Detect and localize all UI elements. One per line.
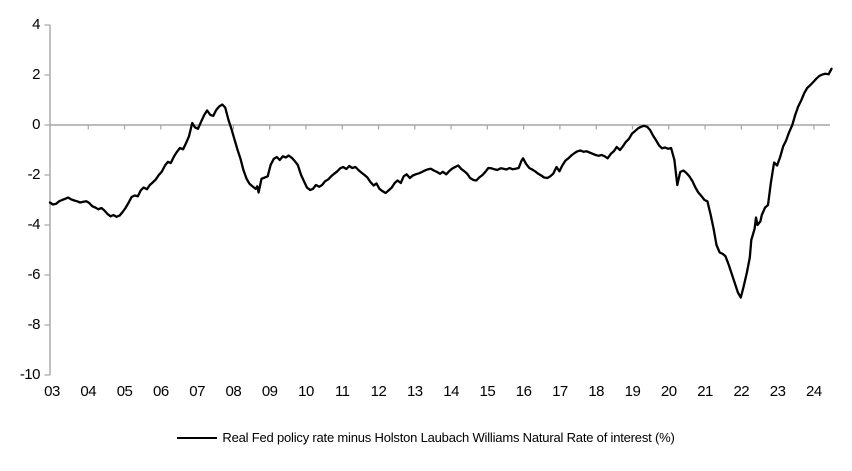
x-tick-label: 19: [624, 383, 641, 400]
y-tick-label: -10: [19, 366, 41, 383]
x-tick-label: 22: [733, 383, 750, 400]
y-tick-label: -6: [27, 266, 41, 283]
x-tick-label: 03: [44, 383, 60, 400]
x-tick-label: 24: [806, 383, 822, 400]
y-tick-label: 4: [32, 16, 40, 33]
x-tick-label: 12: [370, 383, 387, 400]
x-tick-label: 15: [479, 383, 496, 400]
x-tick-label: 05: [116, 383, 133, 400]
x-tick-label: 08: [225, 383, 242, 400]
y-tick-label: -8: [27, 316, 41, 333]
x-tick-label: 11: [334, 383, 350, 400]
x-tick-label: 23: [769, 383, 786, 400]
x-tick-label: 10: [298, 383, 314, 400]
x-tick-label: 18: [588, 383, 605, 400]
legend-label: Real Fed policy rate minus Holston Lauba…: [222, 430, 675, 445]
x-tick-label: 17: [552, 383, 568, 400]
x-tick-label: 06: [152, 383, 169, 400]
legend: Real Fed policy rate minus Holston Lauba…: [0, 430, 852, 445]
x-tick-label: 14: [443, 383, 459, 400]
y-tick-label: 0: [32, 116, 40, 133]
x-tick-label: 16: [515, 383, 532, 400]
y-tick-label: -2: [27, 166, 41, 183]
x-tick-label: 21: [697, 383, 713, 400]
x-tick-label: 09: [261, 383, 278, 400]
y-tick-label: 2: [32, 66, 40, 83]
x-tick-label: 04: [80, 383, 97, 400]
legend-line-swatch: [177, 436, 218, 439]
series-line: [48, 67, 833, 299]
x-tick-label: 07: [189, 383, 205, 400]
x-tick-label: 13: [406, 383, 423, 400]
x-tick-label: 20: [660, 383, 677, 400]
y-tick-label: -4: [27, 216, 41, 233]
